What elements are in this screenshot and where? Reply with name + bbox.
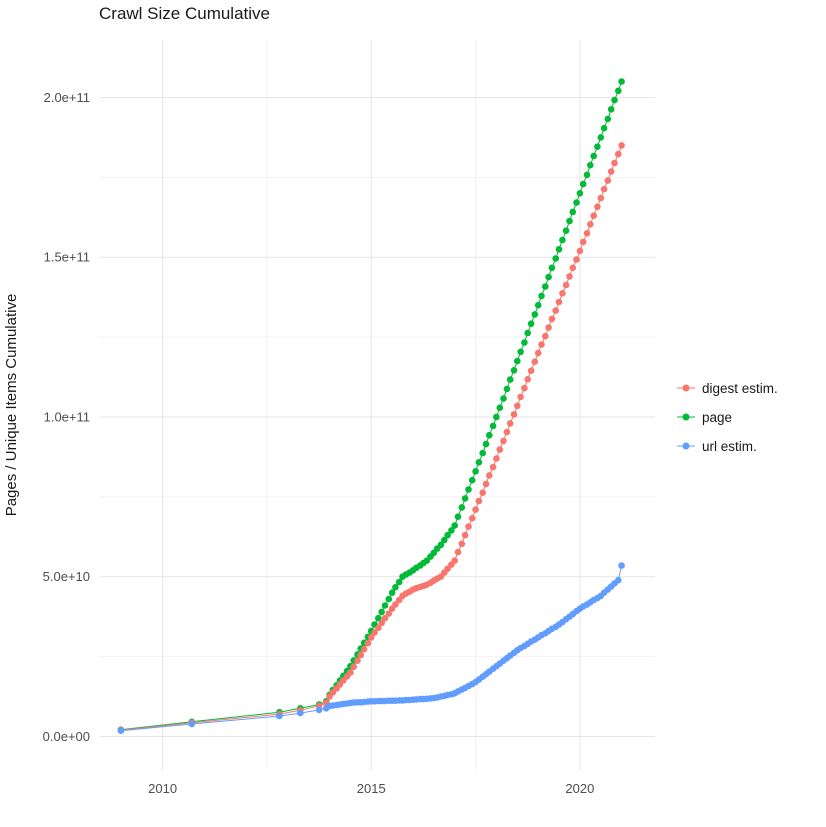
chart-title: Crawl Size Cumulative [99,4,270,23]
y-tick-label: 0.0e+00 [43,729,90,744]
legend-label: digest estim. [702,380,778,396]
legend-label: url estim. [702,438,757,454]
legend-key-dot-icon [677,442,695,450]
y-axis-label: Pages / Unique Items Cumulative [3,294,20,517]
legend-entry-page: page [676,408,778,426]
x-tick-label: 2010 [148,781,177,796]
series-page [117,78,625,733]
series-url-estim [117,562,625,734]
y-tick-label: 1.5e+11 [44,250,90,265]
y-tick-label: 1.0e+11 [44,409,90,424]
x-tick-label: 2020 [565,781,594,796]
legend-entry-url-estim: url estim. [676,437,778,455]
legend-key-dot-icon [677,384,695,392]
plot-layers: 0.0e+00 5.0e+10 1.0e+11 1.5e+11 2.0e+11 2010 2… [43,40,655,796]
legend-key-dot-icon [677,413,695,421]
legend: digest estim. page url estim. [676,379,778,455]
y-tick-label: 5.0e+10 [43,569,90,584]
legend-entry-digest-estim: digest estim. [676,379,778,397]
x-tick-label: 2015 [357,781,386,796]
gridlines-minor [100,40,655,770]
y-tick-label: 2.0e+11 [44,90,90,105]
axis-tick-labels: 0.0e+00 5.0e+10 1.0e+11 1.5e+11 2.0e+11 2010 2… [43,90,595,796]
legend-label: page [702,409,733,425]
series-digest-estim [117,142,625,734]
gridlines-major [100,40,655,770]
